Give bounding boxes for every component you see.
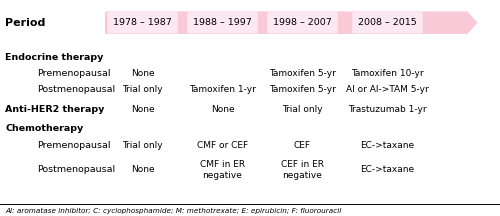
Text: 2008 – 2015: 2008 – 2015 — [358, 18, 417, 27]
Text: 1988 – 1997: 1988 – 1997 — [193, 18, 252, 27]
Text: Period: Period — [5, 18, 46, 28]
Text: Postmenopausal: Postmenopausal — [38, 165, 116, 174]
Text: CMF in ER
negative: CMF in ER negative — [200, 159, 245, 180]
Text: Trial only: Trial only — [122, 85, 163, 94]
Text: Trial only: Trial only — [282, 105, 323, 114]
Text: CEF in ER
negative: CEF in ER negative — [281, 159, 324, 180]
Text: 1998 – 2007: 1998 – 2007 — [273, 18, 332, 27]
Text: None: None — [210, 105, 234, 114]
Text: Chemotherapy: Chemotherapy — [5, 124, 83, 133]
Text: EC->taxane: EC->taxane — [360, 141, 414, 150]
FancyBboxPatch shape — [187, 12, 258, 33]
FancyBboxPatch shape — [267, 12, 338, 33]
Text: Anti-HER2 therapy: Anti-HER2 therapy — [5, 105, 104, 114]
Text: Tamoxifen 10-yr: Tamoxifen 10-yr — [351, 69, 424, 78]
Text: 1978 – 1987: 1978 – 1987 — [113, 18, 172, 27]
Text: Premenopausal: Premenopausal — [38, 141, 111, 150]
FancyBboxPatch shape — [107, 12, 178, 33]
Text: AI: aromatase inhibitor; C: cyclophosphamide; M: methotrexate; E: epirubicin; F:: AI: aromatase inhibitor; C: cyclophospha… — [5, 208, 341, 214]
Text: Tamoxifen 5-yr: Tamoxifen 5-yr — [269, 69, 336, 78]
FancyBboxPatch shape — [352, 12, 423, 33]
Text: None: None — [130, 69, 154, 78]
Text: Trial only: Trial only — [122, 141, 163, 150]
Text: Tamoxifen 1-yr: Tamoxifen 1-yr — [189, 85, 256, 94]
Text: CEF: CEF — [294, 141, 311, 150]
Text: Premenopausal: Premenopausal — [38, 69, 111, 78]
Text: None: None — [130, 165, 154, 174]
Text: EC->taxane: EC->taxane — [360, 165, 414, 174]
Text: CMF or CEF: CMF or CEF — [197, 141, 248, 150]
Text: AI or AI->TAM 5-yr: AI or AI->TAM 5-yr — [346, 85, 429, 94]
Text: Endocrine therapy: Endocrine therapy — [5, 53, 103, 62]
Polygon shape — [105, 11, 478, 34]
Text: None: None — [130, 105, 154, 114]
Text: Tamoxifen 5-yr: Tamoxifen 5-yr — [269, 85, 336, 94]
Text: Postmenopausal: Postmenopausal — [38, 85, 116, 94]
Text: Trastuzumab 1-yr: Trastuzumab 1-yr — [348, 105, 427, 114]
